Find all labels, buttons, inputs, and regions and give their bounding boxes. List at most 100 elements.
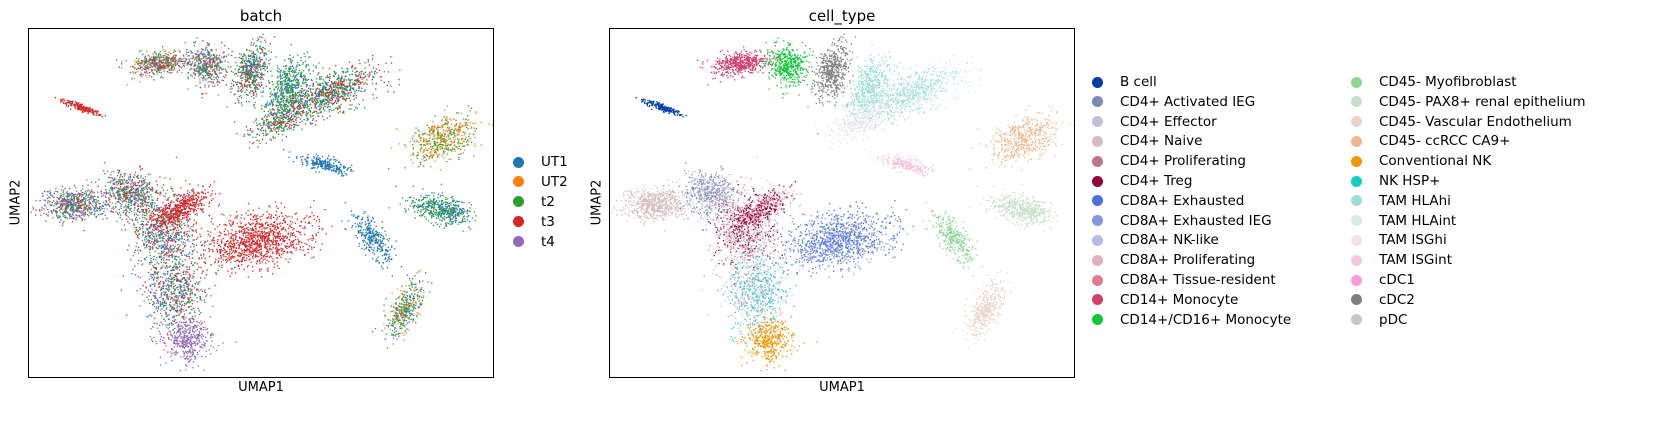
legend-marker-cell-type-22 bbox=[1351, 254, 1362, 266]
scatter-plot-cell-type bbox=[609, 28, 1075, 378]
legend-item-cell-type-11: CD14+ Monocyte bbox=[1092, 292, 1238, 308]
cluster-cell-type-8 bbox=[922, 202, 984, 277]
legend-label-batch-1: UT2 bbox=[541, 173, 568, 190]
legend-label-cell-type-15: CD45- Vascular Endothelium bbox=[1379, 113, 1572, 130]
y-axis-label-batch: UMAP2 bbox=[8, 179, 24, 226]
legend-label-cell-type-2: CD4+ Effector bbox=[1120, 113, 1217, 130]
legend-item-cell-type-5: CD4+ Treg bbox=[1092, 173, 1192, 189]
legend-item-batch-4: t4 bbox=[513, 234, 555, 250]
legend-marker-cell-type-25 bbox=[1351, 314, 1362, 326]
legend-item-batch-0: UT1 bbox=[513, 154, 568, 170]
legend-marker-cell-type-20 bbox=[1351, 215, 1362, 227]
legend-marker-cell-type-4 bbox=[1092, 155, 1103, 167]
legend-marker-cell-type-16 bbox=[1351, 135, 1362, 147]
legend-marker-cell-type-23 bbox=[1351, 274, 1362, 286]
legend-item-cell-type-19: TAM HLAhi bbox=[1351, 193, 1451, 209]
legend-marker-cell-type-6 bbox=[1092, 195, 1103, 207]
legend-item-cell-type-1: CD4+ Activated IEG bbox=[1092, 94, 1255, 110]
cluster-cell-type-10 bbox=[969, 183, 1058, 232]
legend-item-cell-type-15: CD45- Vascular Endothelium bbox=[1351, 114, 1572, 130]
scatter-canvas-batch bbox=[30, 33, 493, 372]
legend-label-cell-type-22: TAM ISGint bbox=[1379, 252, 1452, 269]
legend-item-cell-type-25: pDC bbox=[1351, 312, 1407, 328]
legend-label-cell-type-20: TAM HLAint bbox=[1379, 212, 1457, 229]
cluster-cell-type-3 bbox=[805, 33, 857, 135]
legend-label-cell-type-11: CD14+ Monocyte bbox=[1120, 291, 1239, 308]
legend-item-cell-type-23: cDC1 bbox=[1351, 272, 1415, 288]
legend-label-cell-type-18: NK HSP+ bbox=[1379, 173, 1441, 189]
legend-item-cell-type-22: TAM ISGint bbox=[1351, 252, 1452, 268]
legend-item-cell-type-4: CD4+ Proliferating bbox=[1092, 153, 1246, 169]
legend-marker-cell-type-2 bbox=[1092, 116, 1103, 128]
cluster-batch-5 bbox=[253, 55, 401, 132]
cluster-batch-10 bbox=[388, 183, 477, 232]
legend-label-cell-type-3: CD4+ Naive bbox=[1120, 133, 1203, 150]
legend-label-cell-type-1: CD4+ Activated IEG bbox=[1120, 93, 1256, 110]
cluster-cell-type-9 bbox=[969, 105, 1074, 171]
cluster-cell-type-13 bbox=[663, 162, 757, 231]
legend-marker-batch-3 bbox=[513, 216, 524, 228]
cluster-batch-1 bbox=[116, 45, 213, 86]
legend-label-cell-type-19: TAM HLAhi bbox=[1379, 192, 1451, 209]
legend-marker-cell-type-24 bbox=[1351, 294, 1362, 306]
legend-item-cell-type-9: CD8A+ Proliferating bbox=[1092, 252, 1255, 268]
legend-item-cell-type-10: CD8A+ Tissue-resident bbox=[1092, 272, 1276, 288]
cluster-batch-15 bbox=[136, 181, 221, 245]
cluster-batch-6 bbox=[234, 95, 320, 149]
cluster-cell-type-17 bbox=[701, 224, 801, 345]
cluster-batch-8 bbox=[341, 202, 403, 277]
legend-label-cell-type-5: CD4+ Treg bbox=[1120, 173, 1193, 189]
scatter-plot-batch bbox=[28, 28, 494, 378]
y-axis-label-cell-type: UMAP2 bbox=[589, 179, 605, 226]
legend-item-batch-3: t3 bbox=[513, 214, 555, 230]
legend-marker-cell-type-11 bbox=[1092, 294, 1103, 306]
legend-label-batch-3: t3 bbox=[541, 213, 555, 230]
legend-label-cell-type-16: CD45- ccRCC CA9+ bbox=[1379, 133, 1511, 150]
legend-marker-cell-type-13 bbox=[1351, 76, 1362, 88]
legend-label-cell-type-12: CD14+/CD16+ Monocyte bbox=[1120, 311, 1292, 328]
legend-marker-cell-type-1 bbox=[1092, 96, 1103, 108]
legend-marker-cell-type-8 bbox=[1092, 234, 1103, 246]
cluster-cell-type-0 bbox=[635, 97, 687, 118]
legend-item-cell-type-24: cDC2 bbox=[1351, 292, 1415, 308]
cluster-batch-3 bbox=[224, 33, 276, 135]
legend-marker-cell-type-17 bbox=[1351, 155, 1362, 167]
legend-item-batch-1: UT2 bbox=[513, 174, 568, 190]
cluster-batch-13 bbox=[82, 162, 176, 231]
legend-item-batch-2: t2 bbox=[513, 194, 555, 210]
legend-marker-cell-type-19 bbox=[1351, 195, 1362, 207]
legend-label-cell-type-4: CD4+ Proliferating bbox=[1120, 153, 1246, 170]
legend-marker-batch-1 bbox=[513, 176, 524, 188]
legend-marker-cell-type-21 bbox=[1351, 234, 1362, 246]
legend-label-cell-type-8: CD8A+ NK-like bbox=[1120, 232, 1219, 249]
legend-item-cell-type-3: CD4+ Naive bbox=[1092, 133, 1202, 149]
x-axis-label-cell-type: UMAP1 bbox=[819, 380, 865, 395]
legend-label-cell-type-25: pDC bbox=[1379, 311, 1408, 328]
legend-label-cell-type-17: Conventional NK bbox=[1379, 153, 1492, 170]
legend-item-cell-type-21: TAM ISGhi bbox=[1351, 232, 1447, 248]
x-axis-label-batch: UMAP1 bbox=[238, 380, 284, 395]
legend-label-cell-type-23: cDC1 bbox=[1379, 272, 1415, 288]
cluster-cell-type-12 bbox=[611, 184, 698, 232]
legend-item-cell-type-20: TAM HLAint bbox=[1351, 213, 1456, 229]
legend-item-cell-type-14: CD45- PAX8+ renal epithelium bbox=[1351, 94, 1586, 110]
legend-cell-type: B cell CD4+ Activated IEG CD4+ Effector CD4… bbox=[1092, 74, 1658, 339]
cluster-cell-type-6 bbox=[815, 95, 901, 149]
legend-marker-batch-0 bbox=[513, 156, 524, 168]
cluster-batch-18 bbox=[153, 309, 237, 372]
cluster-cell-type-5 bbox=[834, 55, 982, 132]
legend-item-cell-type-6: CD8A+ Exhausted bbox=[1092, 193, 1244, 209]
legend-marker-cell-type-5 bbox=[1092, 175, 1103, 187]
cluster-cell-type-2 bbox=[760, 37, 816, 99]
cluster-cell-type-18 bbox=[734, 309, 818, 372]
cluster-batch-9 bbox=[388, 105, 493, 171]
legend-marker-cell-type-14 bbox=[1351, 96, 1362, 108]
legend-marker-batch-4 bbox=[513, 236, 524, 248]
legend-item-cell-type-8: CD8A+ NK-like bbox=[1092, 232, 1219, 248]
cluster-batch-0 bbox=[54, 97, 106, 118]
panel-title-cell-type: cell_type bbox=[808, 7, 876, 25]
cluster-cell-type-7 bbox=[864, 149, 935, 177]
legend-label-cell-type-6: CD8A+ Exhausted bbox=[1120, 192, 1245, 209]
legend-label-cell-type-0: B cell bbox=[1120, 74, 1157, 90]
legend-label-cell-type-9: CD8A+ Proliferating bbox=[1120, 252, 1256, 269]
